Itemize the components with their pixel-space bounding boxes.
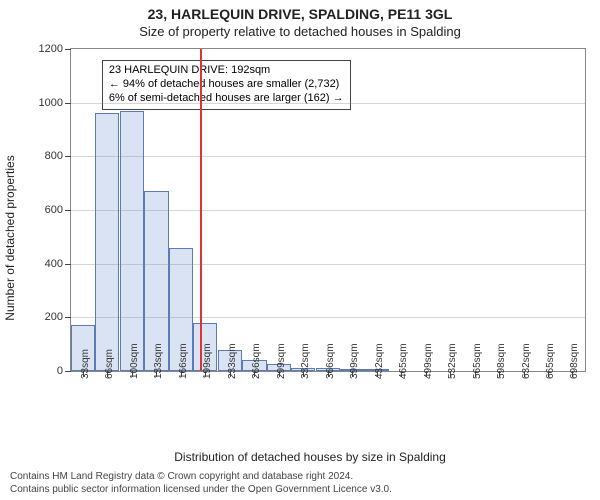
x-tick-label: 499sqm [423,343,434,379]
histogram-bar [95,113,119,371]
gridline-horizontal [71,317,585,318]
x-tick-label: 33sqm [80,349,91,379]
x-tick-label: 233sqm [227,343,238,379]
footer-line-1: Contains HM Land Registry data © Crown c… [10,471,392,484]
gridline-horizontal [71,156,585,157]
x-tick-label: 432sqm [374,343,385,379]
x-tick-label: 665sqm [545,343,556,379]
y-tick-label: 800 [45,150,71,162]
x-tick-label: 366sqm [325,343,336,379]
x-tick-label: 199sqm [202,343,213,379]
chart-container: Number of detached properties 23 HARLEQU… [30,48,590,428]
x-tick-label: 133sqm [153,343,164,379]
title-block: 23, HARLEQUIN DRIVE, SPALDING, PE11 3GL … [0,0,600,39]
x-axis-label: Distribution of detached houses by size … [174,450,446,464]
x-tick-label: 632sqm [521,343,532,379]
histogram-bar [120,111,144,371]
x-tick-label: 698sqm [569,343,580,379]
annotation-line-2: ← 94% of detached houses are smaller (2,… [109,78,344,92]
y-tick-label: 1200 [39,43,71,55]
x-tick-label: 299sqm [276,343,287,379]
x-tick-label: 465sqm [398,343,409,379]
y-tick-label: 1000 [39,97,71,109]
plot-area: 23 HARLEQUIN DRIVE: 192sqm ← 94% of deta… [70,48,586,372]
y-tick-label: 600 [45,204,71,216]
x-tick-label: 565sqm [472,343,483,379]
x-tick-label: 532sqm [447,343,458,379]
y-tick-label: 200 [45,311,71,323]
gridline-horizontal [71,210,585,211]
x-tick-label: 66sqm [104,349,115,379]
y-axis-label: Number of detached properties [3,155,17,320]
chart-title-sub: Size of property relative to detached ho… [0,24,600,39]
chart-title-main: 23, HARLEQUIN DRIVE, SPALDING, PE11 3GL [0,6,600,22]
footer: Contains HM Land Registry data © Crown c… [10,471,392,496]
x-tick-label: 100sqm [129,343,140,379]
x-tick-label: 332sqm [300,343,311,379]
y-tick-label: 400 [45,258,71,270]
annotation-line-1: 23 HARLEQUIN DRIVE: 192sqm [109,64,344,78]
footer-line-2: Contains public sector information licen… [10,484,392,497]
reference-line [200,49,202,371]
x-tick-label: 598sqm [496,343,507,379]
gridline-horizontal [71,103,585,104]
y-tick-label: 0 [57,365,71,377]
gridline-horizontal [71,264,585,265]
x-tick-label: 166sqm [178,343,189,379]
x-tick-label: 399sqm [349,343,360,379]
x-tick-label: 266sqm [251,343,262,379]
